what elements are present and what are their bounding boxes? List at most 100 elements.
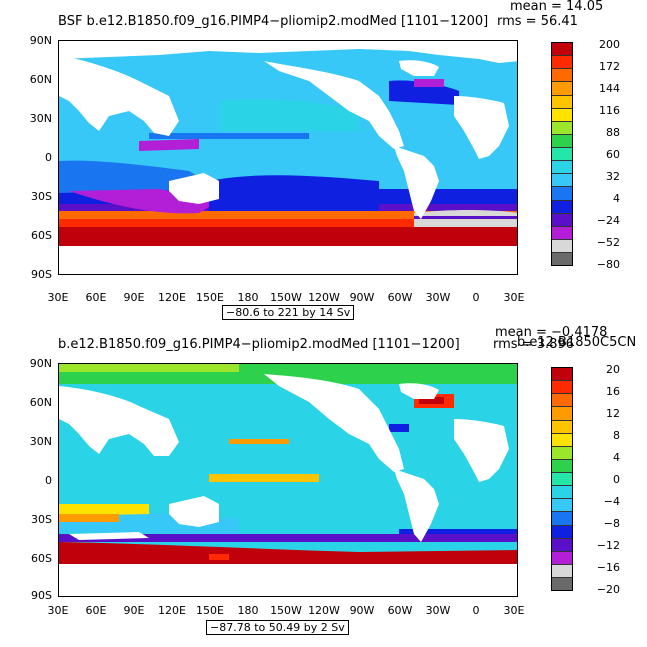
lat-label-60s: 60S [31,229,52,242]
colorbar-swatch [552,200,572,214]
gulfstream-blue [389,424,409,432]
colorbar-swatch [552,433,572,447]
bottom-map [58,363,518,597]
lat-label-0: 0 [45,474,52,487]
bottom-cbar-label: −16 [596,561,620,574]
lat-label-90n: 90N [29,357,52,370]
lat-label-60n: 60N [29,73,52,86]
acc-orange-band [59,211,517,221]
colorbar-swatch [552,161,572,175]
south-indian-yellow [59,504,149,516]
top-colorbar [551,42,573,266]
bottom-panel: b.e12.B1850.f09_g16.PIMP4−pliomip2.modMe… [0,323,647,643]
south-pacific-gyre [209,175,379,211]
bottom-colorbar [551,367,573,591]
acc-red-spot [209,554,229,560]
lon-label: 180 [237,604,259,617]
colorbar-swatch [552,69,572,83]
top-panel-title: BSF b.e12.B1850.f09_g16.PIMP4−pliomip2.m… [58,14,489,29]
top-cbar-label: −80 [596,258,620,271]
top-cbar-label: 60 [606,148,620,161]
bottom-cbar-label: 0 [613,473,620,486]
lat-label-60n: 60N [29,396,52,409]
colorbar-swatch [552,43,572,57]
acc-red-band [59,219,517,229]
lat-label-0: 0 [45,151,52,164]
lon-label: 150E [196,291,224,304]
bottom-cbar-label: −12 [596,539,620,552]
colorbar-swatch [552,486,572,500]
colorbar-swatch [552,459,572,473]
colorbar-swatch [552,253,572,266]
lon-label: 90E [123,291,145,304]
lon-label: 150W [270,604,302,617]
labrador-purple [414,79,444,87]
top-cbar-label: 200 [599,38,620,51]
bottom-land [59,374,517,596]
colorbar-swatch [552,56,572,70]
acc-darkred [59,542,517,564]
equatorial-band [149,133,309,139]
acc-purple [59,534,517,542]
lon-label: 30E [503,291,525,304]
colorbar-swatch [552,407,572,421]
colorbar-swatch [552,499,572,513]
lon-label: 30W [425,604,451,617]
colorbar-swatch [552,134,572,148]
colorbar-swatch [552,578,572,591]
lon-label: 60E [85,604,107,617]
lat-label-30n: 30N [29,435,52,448]
bottom-cbar-label: −20 [596,583,620,596]
lon-label: 150W [270,291,302,304]
lon-label: 60W [387,604,413,617]
lat-label-30s: 30S [31,513,52,526]
top-cbar-label: 32 [606,170,620,183]
top-cbar-label: 172 [599,60,620,73]
lon-label: 90W [349,291,375,304]
bottom-cbar-label: 4 [613,451,620,464]
lon-label: 30W [425,291,451,304]
bottom-cbar-label: 16 [606,385,620,398]
top-cbar-label: 144 [599,82,620,95]
colorbar-swatch [552,82,572,96]
bottom-mean-label: mean = −0.4178 [495,325,608,340]
colorbar-swatch [552,226,572,240]
colorbar-swatch [552,564,572,578]
north-pacific-gyre [219,99,359,131]
bottom-cbar-label: 20 [606,363,620,376]
colorbar-swatch [552,538,572,552]
bottom-cbar-label: −4 [603,495,620,508]
top-cbar-label: −24 [596,214,620,227]
colorbar-swatch [552,381,572,395]
lon-label: 60E [85,291,107,304]
top-map [58,40,518,275]
weddell-purple [414,216,517,219]
lon-label: 120E [158,604,186,617]
lon-label: 60W [387,291,413,304]
colorbar-swatch [552,121,572,135]
colorbar-swatch [552,420,572,434]
colorbar-swatch [552,108,572,122]
top-map-svg [59,41,517,274]
colorbar-swatch [552,394,572,408]
top-land [59,41,517,274]
top-cbar-label: 116 [599,104,620,117]
colorbar-swatch [552,551,572,565]
bottom-cbar-label: −8 [603,517,620,530]
lon-label: 120W [308,604,340,617]
colorbar-swatch [552,239,572,253]
equatorial-yellow [209,474,319,482]
top-mean-label: mean = 14.05 [510,0,604,14]
colorbar-swatch [552,512,572,526]
lon-label: 90E [123,604,145,617]
kuroshio-orange [229,439,289,444]
lon-label: 90W [349,604,375,617]
bottom-range-box: −87.78 to 50.49 by 2 Sv [206,620,349,635]
equatorial-purple [139,139,199,151]
lon-label: 0 [472,604,480,617]
lat-label-90n: 90N [29,34,52,47]
lon-label: 0 [472,291,480,304]
colorbar-swatch [552,95,572,109]
arctic-yellow [59,364,239,372]
lat-label-90s: 90S [31,589,52,602]
